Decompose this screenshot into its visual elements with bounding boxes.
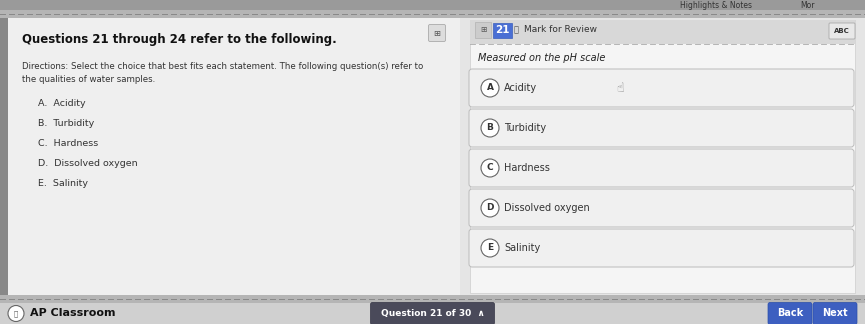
Text: D.  Dissolved oxygen: D. Dissolved oxygen (38, 158, 138, 168)
Text: E: E (487, 244, 493, 252)
FancyBboxPatch shape (469, 229, 854, 267)
FancyBboxPatch shape (370, 303, 495, 324)
Text: Measured on the pH scale: Measured on the pH scale (478, 53, 606, 63)
FancyBboxPatch shape (469, 149, 854, 187)
Text: D: D (486, 203, 494, 213)
Circle shape (481, 159, 499, 177)
Text: AP Classroom: AP Classroom (30, 308, 116, 318)
Text: the qualities of water samples.: the qualities of water samples. (22, 75, 155, 84)
FancyBboxPatch shape (470, 20, 855, 44)
FancyBboxPatch shape (768, 303, 812, 324)
FancyBboxPatch shape (475, 22, 491, 38)
Text: Mark for Review: Mark for Review (524, 26, 597, 34)
Text: C.  Hardness: C. Hardness (38, 138, 99, 147)
Text: Dissolved oxygen: Dissolved oxygen (504, 203, 590, 213)
Text: ABC: ABC (834, 28, 850, 34)
Text: Back: Back (777, 308, 803, 318)
Text: 21: 21 (495, 25, 509, 35)
Text: C: C (487, 164, 493, 172)
Text: ⊞: ⊞ (433, 29, 440, 38)
Text: 🔒: 🔒 (14, 310, 18, 317)
Circle shape (481, 119, 499, 137)
Text: ⊞: ⊞ (480, 26, 486, 34)
Text: 🔖: 🔖 (514, 26, 519, 34)
Text: B.  Turbidity: B. Turbidity (38, 119, 94, 128)
FancyBboxPatch shape (469, 189, 854, 227)
Text: Highlights & Notes: Highlights & Notes (680, 1, 752, 10)
FancyBboxPatch shape (469, 69, 854, 107)
FancyBboxPatch shape (0, 295, 865, 303)
Text: Hardness: Hardness (504, 163, 550, 173)
Text: Question 21 of 30  ∧: Question 21 of 30 ∧ (381, 309, 484, 318)
Circle shape (8, 306, 24, 321)
FancyBboxPatch shape (428, 25, 445, 41)
Circle shape (481, 79, 499, 97)
FancyBboxPatch shape (469, 109, 854, 147)
Circle shape (481, 239, 499, 257)
FancyBboxPatch shape (460, 18, 865, 295)
Text: A: A (486, 84, 494, 92)
FancyBboxPatch shape (0, 18, 8, 295)
Text: Mor: Mor (800, 1, 815, 10)
Text: Next: Next (823, 308, 848, 318)
FancyBboxPatch shape (0, 18, 460, 295)
Text: A.  Acidity: A. Acidity (38, 98, 86, 108)
FancyBboxPatch shape (470, 20, 855, 293)
FancyBboxPatch shape (0, 303, 865, 324)
Text: Directions: Select the choice that best fits each statement. The following quest: Directions: Select the choice that best … (22, 62, 423, 71)
Text: B: B (486, 123, 493, 133)
FancyBboxPatch shape (0, 10, 865, 18)
Text: E.  Salinity: E. Salinity (38, 179, 88, 188)
Text: Turbidity: Turbidity (504, 123, 546, 133)
Text: Questions 21 through 24 refer to the following.: Questions 21 through 24 refer to the fol… (22, 33, 336, 47)
FancyBboxPatch shape (0, 0, 865, 10)
FancyBboxPatch shape (829, 23, 855, 39)
Circle shape (481, 199, 499, 217)
FancyBboxPatch shape (492, 22, 511, 38)
Text: Acidity: Acidity (504, 83, 537, 93)
Text: Salinity: Salinity (504, 243, 541, 253)
FancyBboxPatch shape (813, 303, 857, 324)
Text: ☝: ☝ (616, 82, 624, 95)
